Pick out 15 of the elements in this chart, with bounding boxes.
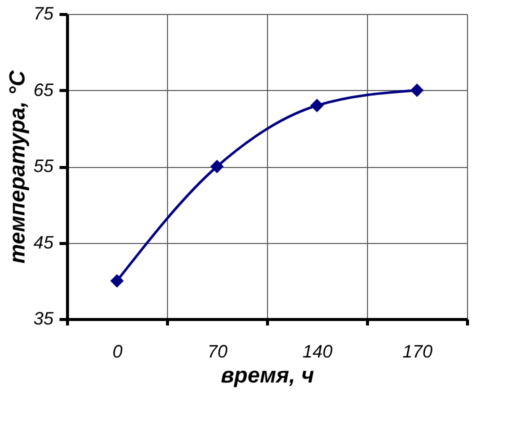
y-tick-label: 35 — [33, 308, 54, 328]
point — [210, 160, 224, 174]
y-tick-label: 45 — [33, 232, 54, 252]
point — [110, 274, 124, 288]
x-axis-title: время, ч — [220, 362, 314, 388]
point — [410, 84, 424, 97]
x-tick-label: 0 — [112, 342, 123, 362]
y-tick-label: 75 — [33, 4, 54, 24]
x-tick-label: 140 — [302, 342, 333, 362]
y-axis-title: температура, °С — [4, 69, 30, 264]
x-tick-label: 70 — [207, 342, 228, 362]
point — [310, 98, 324, 112]
y-tick-label: 65 — [33, 80, 54, 100]
y-tick-label: 55 — [33, 156, 54, 176]
x-tick-label: 170 — [402, 342, 433, 362]
